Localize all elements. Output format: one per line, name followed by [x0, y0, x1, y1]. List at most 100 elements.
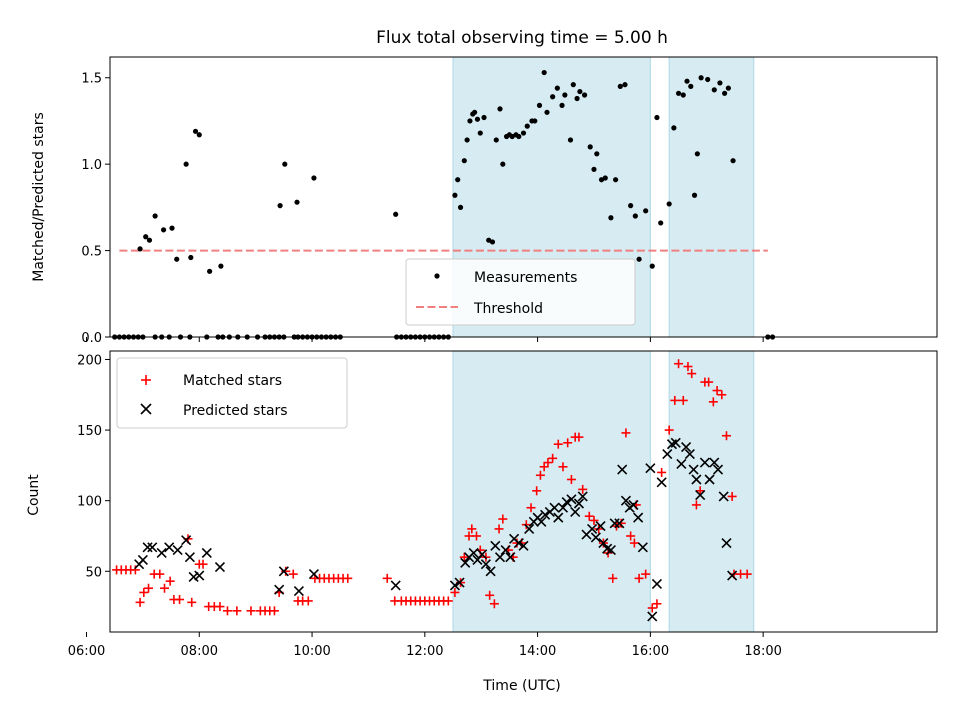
data-point: [570, 82, 576, 88]
data-point-stroke: [637, 542, 648, 553]
data-point-stroke: [573, 498, 585, 509]
bottom-y-axis-label: Count: [26, 474, 42, 516]
data-point: [722, 90, 728, 96]
data-point: [169, 225, 175, 231]
data-point: [460, 557, 471, 568]
data-point: [524, 523, 535, 534]
shaded-interval: [668, 56, 755, 338]
x-tick-label: 10:00: [293, 644, 330, 659]
data-point: [472, 531, 482, 541]
data-point: [602, 175, 608, 181]
data-point: [570, 506, 581, 518]
data-point-stroke: [540, 509, 551, 520]
data-point-stroke: [549, 502, 560, 513]
x-tick-label: 06:00: [68, 644, 105, 659]
data-point: [160, 227, 167, 233]
data-point: [671, 125, 677, 131]
data-point: [294, 199, 300, 205]
data-point: [147, 542, 158, 553]
data-point: [485, 590, 495, 600]
data-point: [578, 484, 588, 494]
data-point: [681, 441, 692, 453]
data-point-stroke: [656, 477, 667, 488]
data-point: [577, 88, 583, 95]
legend-label-measurements: Measurements: [474, 270, 577, 286]
data-point: [698, 75, 704, 81]
data-point: [207, 268, 213, 274]
data-point-stroke: [477, 549, 488, 560]
data-point: [532, 118, 538, 124]
data-point: [608, 573, 618, 583]
legend-marker-measurements: [434, 273, 440, 279]
data-point-stroke: [500, 545, 511, 556]
data-point: [526, 503, 536, 513]
data-point: [567, 137, 574, 143]
data-point: [641, 569, 651, 579]
data-point: [553, 439, 563, 449]
data-point: [498, 514, 508, 524]
data-point: [218, 263, 224, 269]
data-point: [505, 552, 516, 563]
data-point: [657, 467, 667, 477]
data-point: [554, 85, 560, 91]
data-point-stroke: [293, 585, 304, 597]
data-point: [549, 502, 560, 513]
data-point: [457, 204, 464, 210]
data-point: [477, 549, 488, 560]
data-point: [382, 573, 392, 583]
data-point: [557, 502, 569, 513]
data-point: [559, 102, 565, 108]
data-point-stroke: [620, 495, 632, 506]
data-point-stroke: [494, 552, 506, 563]
data-point: [174, 256, 180, 262]
data-point: [622, 82, 628, 88]
data-point: [455, 177, 461, 183]
data-point: [704, 474, 715, 485]
data-point: [550, 94, 556, 100]
data-point: [489, 239, 496, 245]
data-point: [574, 95, 580, 102]
data-point-stroke: [513, 537, 524, 549]
data-point: [691, 500, 701, 510]
data-point: [595, 521, 606, 532]
shaded-interval: [668, 350, 755, 633]
data-point: [303, 596, 313, 606]
data-point-stroke: [460, 557, 471, 568]
chart-title: Flux total observing time = 5.00 h: [376, 28, 668, 48]
y-tick-label: 200: [77, 353, 102, 368]
data-point: [587, 144, 593, 150]
data-point: [535, 470, 545, 480]
data-point: [608, 215, 614, 221]
data-point-stroke: [524, 523, 535, 534]
data-point: [656, 477, 667, 488]
y-tick-label: 50: [85, 565, 102, 580]
data-point: [711, 87, 717, 93]
data-point-stroke: [647, 611, 658, 622]
data-point: [649, 263, 655, 269]
data-point: [308, 569, 319, 580]
data-point-stroke: [709, 457, 720, 468]
data-point-stroke: [490, 540, 501, 551]
data-point: [288, 569, 298, 579]
data-point-stroke: [553, 512, 564, 523]
data-point: [500, 545, 511, 556]
data-point: [563, 438, 573, 448]
data-point: [664, 425, 674, 435]
data-point: [645, 463, 656, 474]
data-point-stroke: [727, 570, 738, 581]
data-point-stroke: [561, 497, 572, 508]
data-point: [684, 78, 690, 84]
data-point: [712, 386, 722, 396]
data-point: [584, 511, 594, 521]
data-point: [215, 602, 225, 612]
data-point: [628, 499, 639, 510]
data-point: [709, 457, 720, 468]
data-point: [222, 606, 232, 616]
legend-label-matched: Matched stars: [183, 373, 282, 389]
data-point-stroke: [308, 569, 319, 580]
data-point: [269, 606, 279, 616]
data-point: [540, 509, 551, 520]
data-point: [490, 540, 501, 551]
data-point: [562, 92, 568, 98]
